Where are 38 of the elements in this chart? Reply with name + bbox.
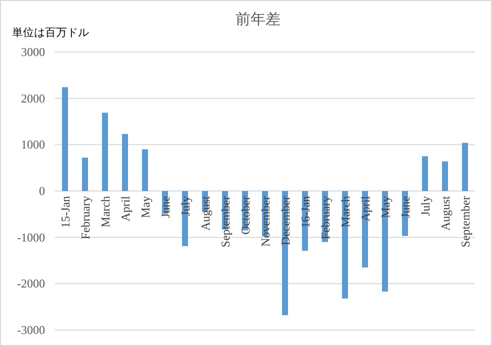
bar — [122, 134, 128, 191]
x-tick-label: February — [78, 196, 92, 240]
x-tick-label: November — [258, 196, 272, 247]
x-tick-label: September — [218, 196, 232, 248]
x-tick-label: 15-Jan — [58, 196, 72, 228]
y-tick-label: -3000 — [17, 323, 45, 337]
x-tick-label: April — [118, 195, 132, 222]
y-tick-label: 0 — [39, 184, 45, 198]
x-tick-label: February — [318, 196, 332, 240]
bar — [142, 149, 148, 191]
x-tick-label: July — [418, 196, 432, 216]
bar — [462, 142, 468, 191]
x-tick-label: May — [378, 196, 392, 218]
y-tick-label: 3000 — [21, 45, 45, 59]
chart-title: 前年差 — [236, 10, 280, 28]
bar — [422, 156, 428, 191]
y-tick-label: -2000 — [17, 276, 45, 291]
y-tick-label: -1000 — [17, 230, 45, 244]
x-tick-label: October — [238, 196, 252, 235]
x-tick-label: March — [98, 196, 112, 228]
x-tick-label: August — [438, 195, 452, 231]
y-tick-label: 1000 — [21, 138, 45, 152]
bar — [82, 158, 88, 191]
x-tick-label: May — [138, 196, 152, 218]
x-tick-label: April — [358, 195, 372, 222]
text: 単位は百万ドル — [12, 26, 89, 39]
x-tick-label: June — [398, 196, 412, 218]
x-tick-label: June — [158, 196, 172, 218]
bar — [442, 161, 448, 191]
bar — [102, 112, 108, 191]
y-tick-label: 2000 — [21, 91, 45, 106]
bar — [62, 87, 68, 191]
x-tick-label: March — [338, 196, 352, 228]
x-tick-label: December — [278, 196, 292, 246]
x-tick-label: 16-Jan — [298, 196, 312, 228]
x-tick-label: July — [178, 196, 192, 216]
x-tick-label: September — [458, 196, 472, 248]
x-tick-label: August — [198, 195, 212, 231]
